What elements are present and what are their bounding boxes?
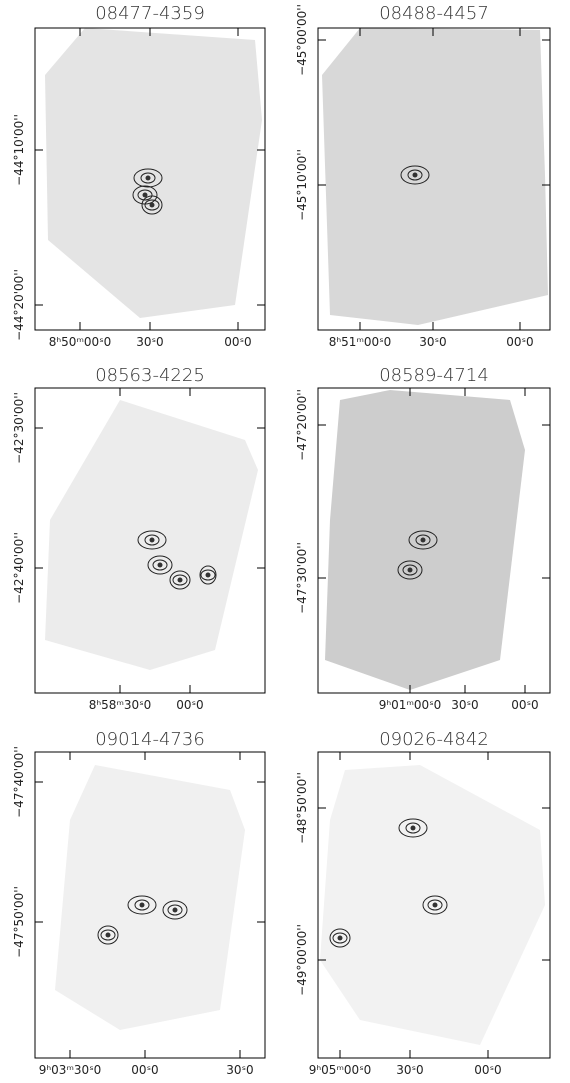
x-tick-label: 9ʰ03ᵐ30ˢ0: [39, 1063, 102, 1077]
contour: [133, 168, 163, 188]
x-tick-label: 30ˢ0: [451, 698, 478, 712]
y-tick-label: −49°00'00'': [295, 924, 309, 996]
panel-title: 08488-4457: [379, 3, 489, 24]
source-core: [149, 202, 155, 208]
contour: [398, 818, 428, 838]
panel: 09026-4842 −48°50'00'' −49°00'00'' 9ʰ05ᵐ00ˢ…: [295, 729, 551, 1077]
y-tick-label: −44°20'00'': [12, 269, 26, 341]
x-tick-label: 00ˢ0: [474, 1063, 501, 1077]
contour: [134, 899, 150, 911]
contour: [200, 569, 216, 581]
contour: [141, 195, 163, 215]
y-tick-label: −42°30'00'': [12, 392, 26, 464]
panel: 08563-4225 −42°30'00'' −42°40'00'' 8ʰ58ᵐ30ˢ…: [12, 365, 266, 712]
contour: [152, 559, 168, 571]
x-tick-label: 00ˢ0: [511, 698, 538, 712]
panel: 08589-4714 −47°20'00'' −47°30'00'' 9ʰ01ᵐ00ˢ…: [295, 365, 551, 712]
x-tick-label: 30ˢ0: [419, 335, 446, 349]
panel-title: 08563-4225: [95, 365, 205, 386]
y-tick-label: −47°20'00'': [295, 389, 309, 461]
y-tick-label: −45°10'00'': [295, 149, 309, 221]
contour: [407, 169, 423, 181]
y-tick-label: −47°30'00'': [295, 542, 309, 614]
contour: [100, 929, 116, 941]
source-core: [142, 192, 148, 198]
source-core: [407, 567, 413, 573]
frame: [34, 751, 266, 1059]
panel: 08477-4359 −44°10'00'' −44°20'00'' 8ʰ50ᵐ00ˢ…: [12, 3, 266, 349]
contour: [427, 899, 443, 911]
contour: [405, 822, 421, 834]
x-tick-label: 8ʰ51ᵐ00ˢ0: [329, 335, 392, 349]
panel-title: 08589-4714: [379, 365, 489, 386]
contour: [329, 928, 351, 948]
sky-image: [45, 28, 262, 318]
source-core: [420, 537, 426, 543]
source-core: [410, 825, 416, 831]
panel: 09014-4736 −47°40'00'' −47°50'00'' 9ʰ03ᵐ30ˢ…: [12, 729, 266, 1077]
x-tick-label: 00ˢ0: [131, 1063, 158, 1077]
source-core: [337, 935, 343, 941]
x-tick-label: 9ʰ05ᵐ00ˢ0: [309, 1063, 372, 1077]
source-core: [412, 172, 418, 178]
source-core: [432, 902, 438, 908]
contour: [402, 564, 418, 576]
x-tick-label: 30ˢ0: [396, 1063, 423, 1077]
contour: [199, 565, 217, 585]
x-tick-label: 00ˢ0: [506, 335, 533, 349]
panel-title: 08477-4359: [95, 3, 205, 24]
contour: [172, 574, 188, 586]
source-core: [149, 537, 155, 543]
y-tick-label: −47°40'00'': [12, 746, 26, 818]
frame: [317, 387, 551, 694]
x-tick-label: 00ˢ0: [224, 335, 251, 349]
panel: 08488-4457 −45°00'00'' −45°10'00'' 8ʰ51ᵐ00ˢ…: [295, 3, 551, 349]
contour: [137, 189, 153, 201]
sky-image: [322, 28, 548, 325]
x-tick-label: 8ʰ50ᵐ00ˢ0: [49, 335, 112, 349]
contour: [162, 900, 188, 920]
source-core: [139, 902, 145, 908]
y-tick-label: −45°00'00'': [295, 4, 309, 76]
contour: [415, 534, 431, 546]
contour: [397, 560, 423, 580]
frame: [317, 751, 551, 1059]
contour: [137, 530, 167, 550]
x-tick-label: 00ˢ0: [176, 698, 203, 712]
contour: [97, 925, 119, 945]
contour: [408, 530, 438, 550]
x-tick-label: 30ˢ0: [226, 1063, 253, 1077]
contour: [422, 895, 448, 915]
contour: [127, 895, 157, 915]
contour: [167, 904, 183, 916]
source-core: [157, 562, 163, 568]
y-tick-label: −47°50'00'': [12, 886, 26, 958]
frame: [317, 27, 551, 331]
contour: [144, 199, 160, 211]
source-core: [205, 572, 211, 578]
contour: [140, 172, 156, 184]
x-tick-label: 8ʰ58ᵐ30ˢ0: [89, 698, 152, 712]
source-core: [145, 175, 151, 181]
y-tick-label: −48°50'00'': [295, 772, 309, 844]
contour: [400, 165, 430, 185]
contour: [147, 555, 173, 575]
contour: [169, 570, 191, 590]
panel-title: 09026-4842: [379, 729, 489, 750]
source-core: [172, 907, 178, 913]
x-tick-label: 30ˢ0: [136, 335, 163, 349]
source-core: [105, 932, 111, 938]
x-tick-label: 9ʰ01ᵐ00ˢ0: [379, 698, 442, 712]
frame: [34, 387, 266, 694]
y-tick-label: −44°10'00'': [12, 114, 26, 186]
contour: [144, 534, 160, 546]
panel-title: 09014-4736: [95, 729, 205, 750]
contour: [332, 932, 348, 944]
source-core: [177, 577, 183, 583]
y-tick-label: −42°40'00'': [12, 532, 26, 604]
